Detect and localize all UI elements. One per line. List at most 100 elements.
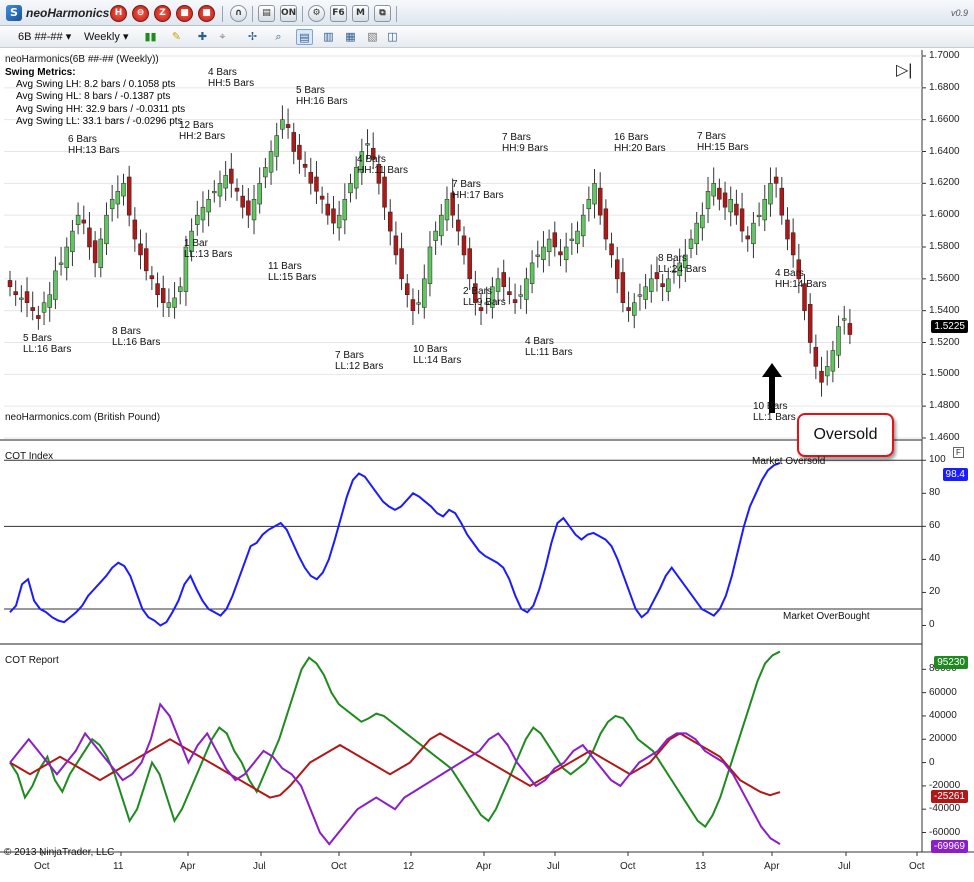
cot-index-tick-label: 20 [929,586,941,598]
candle-body [41,302,47,313]
market-overbought-label: Market OverBought [783,611,870,622]
record-button[interactable]: ■ [198,5,215,22]
candle-body [461,235,467,256]
candle-body [830,350,836,372]
cot-index-line [9,461,781,627]
candle-body [552,232,558,248]
data-box-icon[interactable]: ◫ [387,30,398,43]
swing-label: 2 Bars LL:9 Bars [463,286,506,308]
candle-body [490,286,495,308]
zoom-button[interactable]: Z [154,5,171,22]
candle-body [223,175,228,189]
candle-body [722,192,728,208]
candle-body [768,183,773,205]
candle-body [36,315,41,319]
swing-label: 8 Bars LL:16 Bars [112,326,161,348]
mode-button[interactable]: M [352,5,369,22]
bar-style-icon[interactable]: ▮▮ [144,30,157,43]
candle-body [342,199,348,221]
candle-body [143,248,149,272]
candle-body [200,206,206,221]
interval-selector[interactable]: Weekly ▾ [84,29,128,45]
chart-toolbar: 6B ##-## ▾ Weekly ▾ ▮▮ ✎ ✚ ⌖ ✢ ⌕ ▤ ▥ ▦ ▧… [0,26,974,48]
candle-body [405,283,410,296]
add-indicator-icon[interactable]: ✚ [197,30,208,43]
table-button[interactable]: ▤ [258,5,275,22]
cot-report-line [9,650,781,829]
pointer-icon[interactable]: ✢ [247,30,258,43]
candle-body [155,283,160,296]
indicators-icon[interactable]: ▥ [323,30,334,43]
cot-report-tick-label: -20000 [929,779,961,791]
separator [302,6,303,22]
settings-button[interactable]: ⚙ [308,5,325,22]
zoom-icon[interactable]: ⌕ [275,30,282,43]
pencil-icon[interactable]: ✎ [171,30,182,43]
minus-button[interactable]: ⊖ [132,5,149,22]
time-tick-label: Jul [253,861,266,872]
candle-body [501,272,506,288]
market-oversold-label: Market Oversold [752,456,826,467]
strategies-icon[interactable]: ▦ [345,30,356,43]
chart-trader-icon[interactable]: ▤ [296,29,313,45]
instrument-selector[interactable]: 6B ##-## ▾ [18,29,71,45]
candle-body [274,135,279,157]
on-toggle-button[interactable]: ON [280,5,297,22]
candle-body [30,307,35,311]
candle-body [756,214,762,218]
candle-body [132,219,138,240]
time-tick-label: Apr [180,861,196,872]
candle-body [308,171,314,184]
time-tick-label: Oct [620,861,636,872]
crosshair-icon[interactable]: ⌖ [219,30,226,43]
candle-body [569,238,575,241]
chart-area[interactable]: neoHarmonics(6B ##-## (Weekly)) Swing Me… [0,50,974,882]
scroll-end-icon[interactable]: ▷| [896,62,913,79]
candle-body [586,199,592,210]
time-tick-label: Apr [476,861,492,872]
f6-button[interactable]: F6 [330,5,347,22]
properties-icon[interactable]: ▧ [367,30,378,43]
candle-body [365,143,370,146]
time-tick-label: 12 [403,861,415,872]
candle-body [353,167,359,189]
stop-button[interactable]: ■ [176,5,193,22]
candle-body [518,294,523,297]
candle-body [592,183,597,205]
interval-label: Weekly [84,31,120,43]
candle-body [677,262,682,276]
candle-body [195,214,200,225]
chart-watermark: neoHarmonics.com (British Pound) [5,412,161,423]
separator [252,6,253,22]
candle-body [19,297,24,300]
candle-body [603,208,609,240]
candle-body [450,192,455,216]
swing-label: 16 Bars HH:20 Bars [614,132,666,154]
candle-body [711,183,716,197]
window-button[interactable]: ⧉ [374,5,391,22]
chevron-down-icon: ▾ [65,31,72,43]
candle-body [478,307,484,311]
harmonic-button[interactable]: H [110,5,127,22]
swing-metric-line: Avg Swing HH: 32.9 bars / -0.0311 pts [16,103,186,115]
cot-index-tick-label: 0 [929,619,935,631]
candle-body [575,230,580,245]
candle-body [359,151,365,173]
candle-body [802,283,807,311]
candle-body [325,203,331,216]
magnet-button[interactable]: ∩ [230,5,247,22]
candle-body [495,278,501,292]
candle-body [433,230,438,241]
cot-report-tick-label: 40000 [929,709,957,721]
candle-body [819,370,824,383]
candle-body [229,168,234,184]
cot-index-title: COT Index [5,451,54,462]
candle-body [393,235,399,256]
candle-body [614,259,620,280]
candle-body [620,272,626,303]
time-tick-label: Apr [764,861,780,872]
cot-index-value-tag: 98.4 [942,468,968,481]
panel-menu-icon[interactable]: F [953,447,964,458]
candle-body [847,323,853,335]
candle-body [81,219,87,224]
